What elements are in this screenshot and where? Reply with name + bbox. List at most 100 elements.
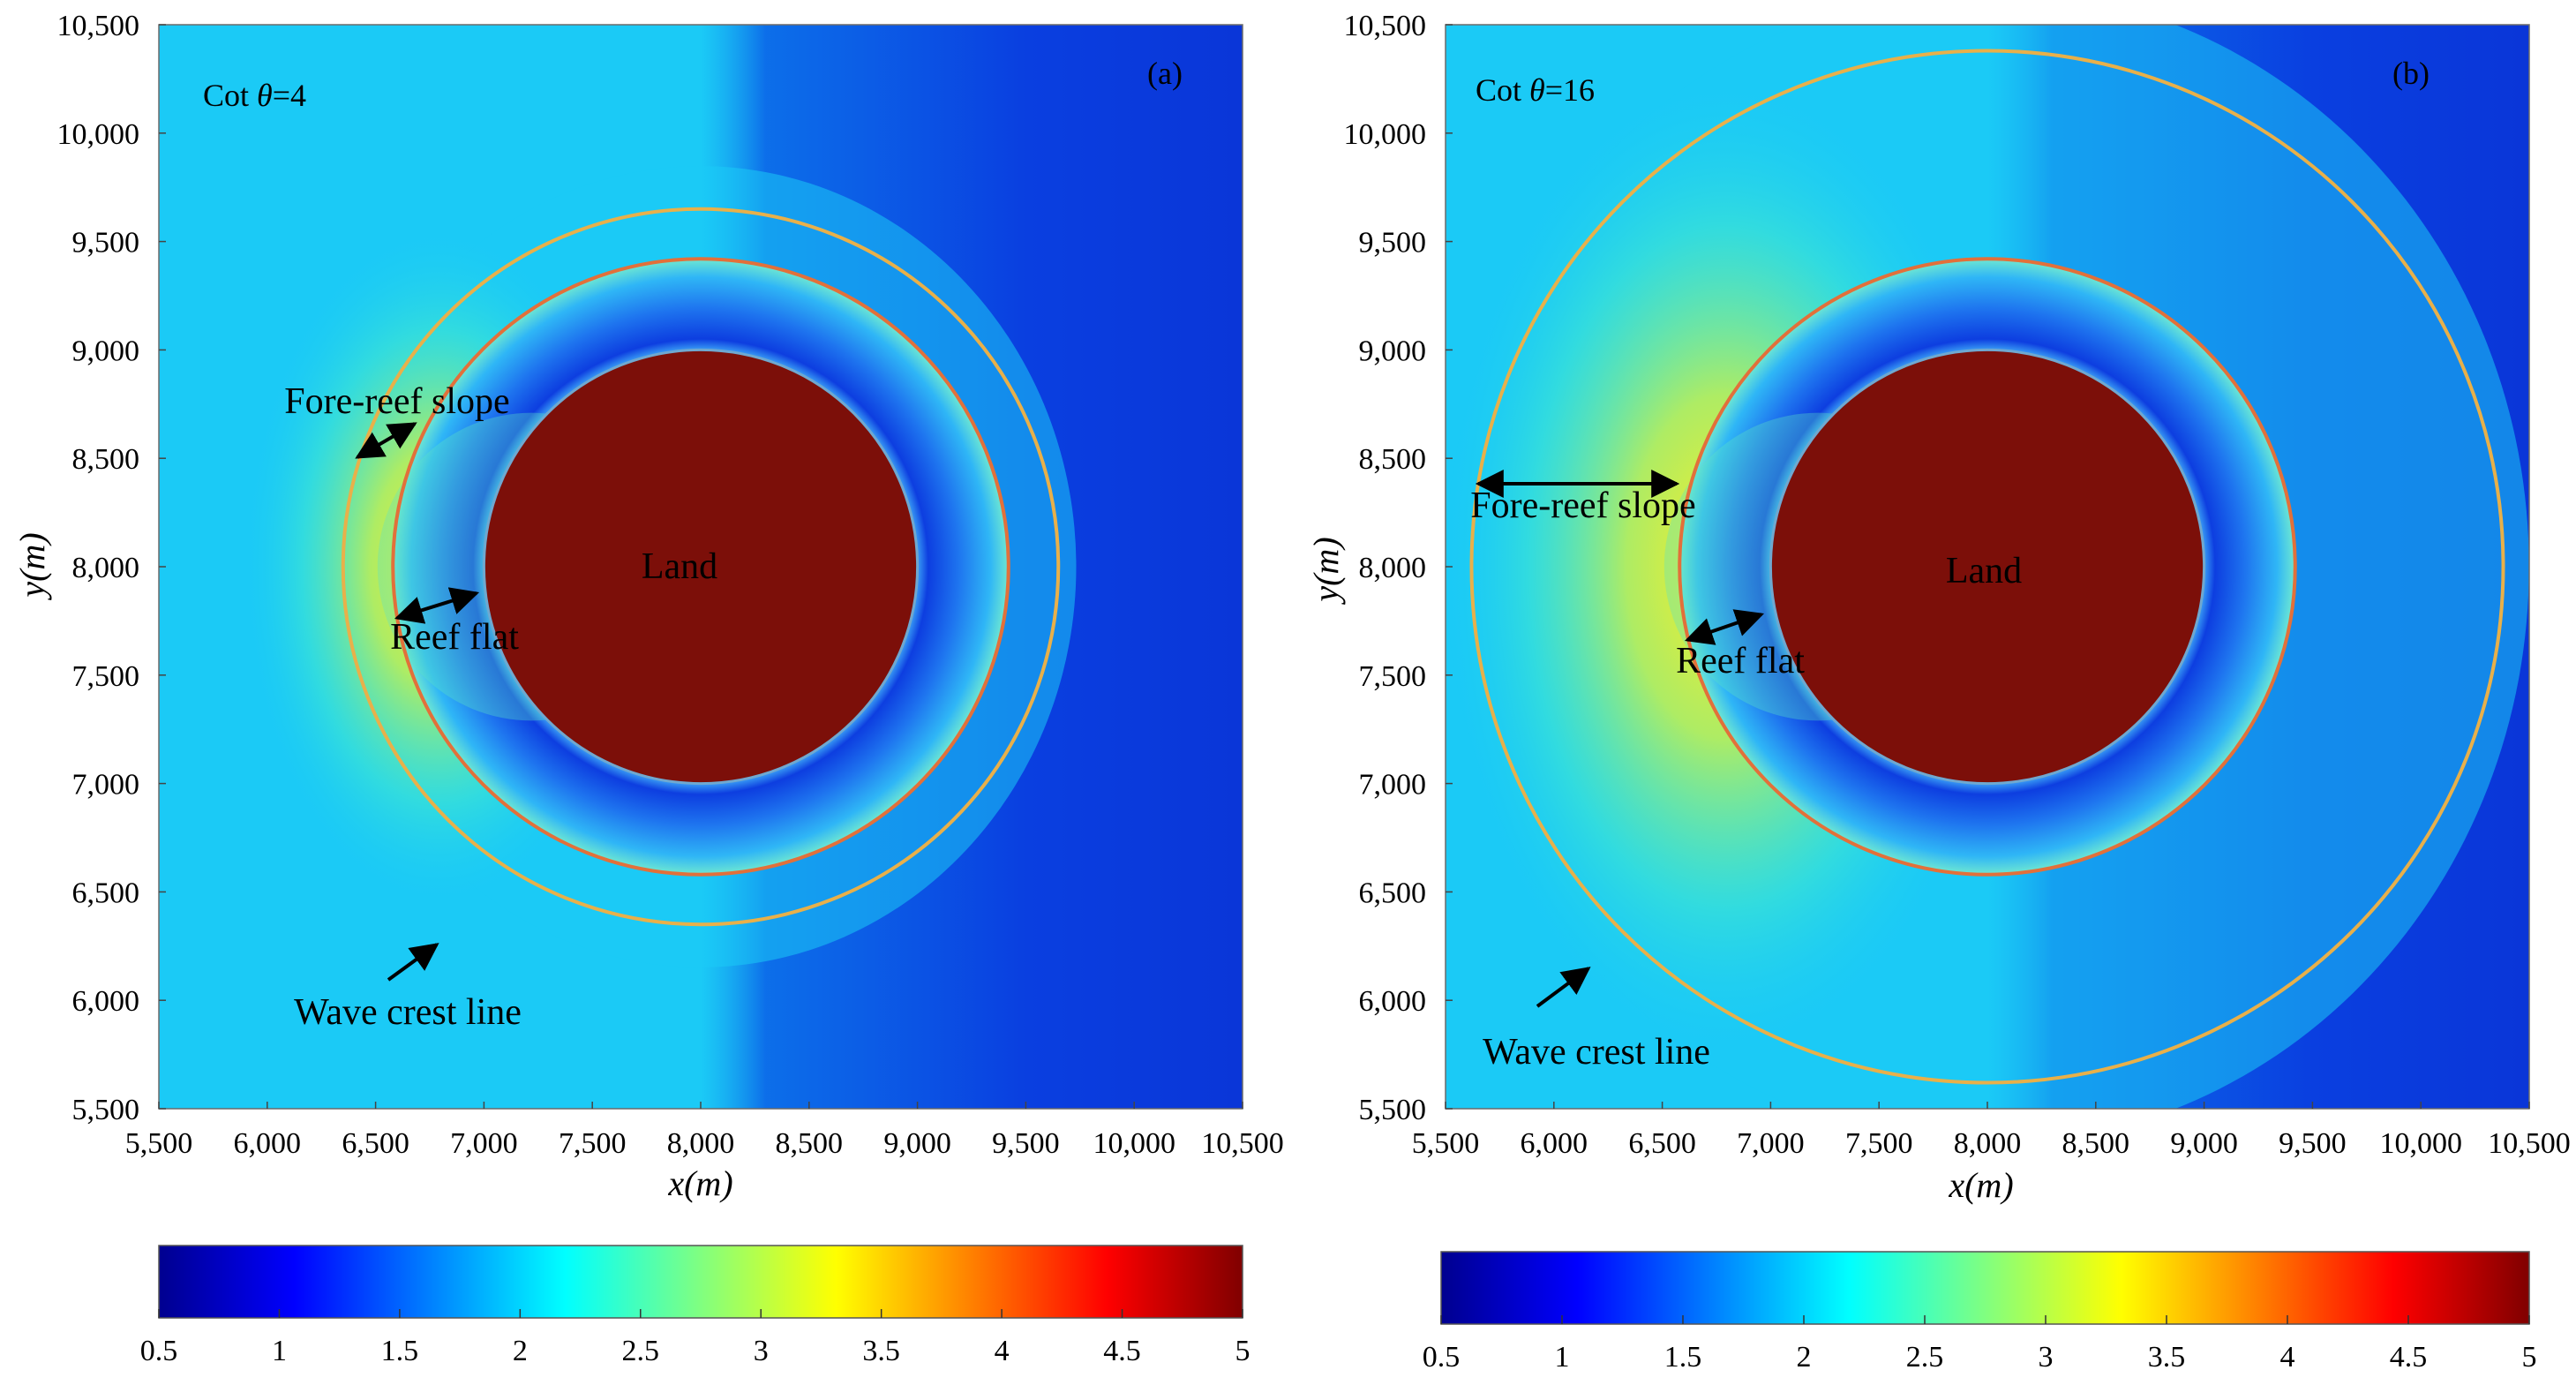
slope-toe-contour (1469, 49, 2505, 1085)
panel-label: (a) (1147, 56, 1183, 91)
x-tick-label: 9,500 (2279, 1127, 2347, 1160)
reef-flat-arrow (394, 587, 480, 624)
x-tick-label: 5,500 (125, 1127, 193, 1160)
cot-prefix: Cot (1476, 72, 1529, 108)
colorbar-tick-label: 1.5 (1664, 1341, 1702, 1374)
reef-flat-arrow (1684, 609, 1765, 645)
fore-reef-slope-arrow (355, 422, 417, 459)
y-tick-label: 6,000 (72, 985, 140, 1018)
colorbar-tick-label: 3.5 (2148, 1341, 2186, 1374)
colorbar-tick-label: 2 (513, 1335, 528, 1367)
slope-toe-contour (341, 207, 1061, 927)
colorbar-tick-label: 1 (272, 1335, 287, 1367)
reef-flat-label: Reef flat (390, 617, 519, 658)
wave-crest-arrow (1536, 967, 1591, 1008)
x-tick-label: 5,500 (1412, 1127, 1480, 1160)
y-tick-label: 7,000 (1359, 769, 1427, 802)
colorbar-tick-label: 4.5 (1103, 1335, 1141, 1367)
colorbar (158, 1245, 1243, 1319)
y-tick-label: 5,500 (1359, 1094, 1427, 1126)
colorbar-tick-label: 4 (2280, 1341, 2295, 1374)
land-disc (1769, 348, 2206, 786)
cot-prefix: Cot (203, 78, 257, 113)
wave-crest-arrow (387, 943, 439, 982)
y-tick-label: 9,500 (72, 227, 140, 260)
cot-value: =16 (1545, 72, 1595, 108)
colorbar-tick-label: 2.5 (622, 1335, 660, 1367)
fore-reef-slope-label: Fore-reef slope (284, 381, 509, 422)
wave-crest-line-label: Wave crest line (1483, 1032, 1710, 1073)
cot-value: =4 (273, 78, 306, 113)
x-tick-label: 6,500 (1628, 1127, 1696, 1160)
x-tick-label: 6,000 (234, 1127, 302, 1160)
x-tick-label: 9,000 (883, 1127, 951, 1160)
x-tick-label: 10,500 (2488, 1127, 2571, 1160)
colorbar-tick-label: 1 (1555, 1341, 1570, 1374)
y-tick-label: 8,000 (72, 552, 140, 584)
colorbar-tick-label: 2 (1797, 1341, 1812, 1374)
y-tick-label: 8,500 (72, 443, 140, 476)
land-label: Land (1946, 551, 2022, 591)
y-tick-label: 7,500 (1359, 660, 1427, 693)
y-tick-label: 8,000 (1359, 552, 1427, 584)
x-axis-title: x(m) (1948, 1165, 2013, 1205)
x-tick-label: 8,000 (1954, 1127, 2022, 1160)
x-tick-label: 8,000 (667, 1127, 735, 1160)
colorbar-tick-label: 5 (2522, 1341, 2537, 1374)
y-tick-label: 6,500 (1359, 877, 1427, 909)
theta-symbol: θ (1529, 72, 1545, 108)
x-tick-label: 6,500 (342, 1127, 409, 1160)
y-tick-label: 9,500 (1359, 227, 1427, 260)
colorbar-tick-label: 5 (1235, 1335, 1250, 1367)
colorbar-tick-label: 2.5 (1906, 1341, 1944, 1374)
colorbar-tick-label: 3 (2039, 1341, 2054, 1374)
x-tick-label: 7,000 (1737, 1127, 1805, 1160)
x-tick-label: 9,500 (992, 1127, 1060, 1160)
panel-a: 5,500 6,000 6,500 7,000 7,500 8,000 8,500 9,000… (12, 10, 1284, 1367)
x-tick-label: 7,000 (450, 1127, 518, 1160)
reef-edge-contour (391, 257, 1010, 877)
y-tick-label: 9,000 (72, 335, 140, 367)
land-disc (482, 348, 920, 786)
reef-flat-label: Reef flat (1676, 641, 1805, 681)
reef-edge-contour (1678, 257, 2297, 877)
y-tick-label: 10,000 (1344, 118, 1427, 151)
colorbar-tick-label: 0.5 (1423, 1341, 1461, 1374)
y-tick-label: 10,000 (57, 118, 140, 151)
colorbar (1440, 1251, 2530, 1325)
theta-symbol: θ (257, 78, 273, 113)
y-tick-label: 7,500 (72, 660, 140, 693)
x-axis-title: x(m) (667, 1163, 732, 1203)
y-tick-label: 6,000 (1359, 985, 1427, 1018)
colorbar-tick-label: 0.5 (140, 1335, 178, 1367)
panel-b: 5,500 6,000 6,500 7,000 7,500 8,000 8,500 9,000… (1306, 10, 2571, 1374)
x-tick-label: 6,000 (1521, 1127, 1588, 1160)
x-tick-label: 7,500 (559, 1127, 627, 1160)
y-tick-label: 10,500 (1344, 10, 1427, 42)
y-tick-label: 7,000 (72, 769, 140, 802)
y-tick-label: 10,500 (57, 10, 140, 42)
x-tick-label: 10,500 (1201, 1127, 1284, 1160)
y-tick-label: 9,000 (1359, 335, 1427, 367)
colorbar-tick-label: 3 (754, 1335, 769, 1367)
cot-theta-label: Cot θ=4 (203, 78, 306, 113)
colorbar-tick-label: 3.5 (862, 1335, 900, 1367)
fore-reef-slope-label: Fore-reef slope (1470, 486, 1695, 526)
panel-label: (b) (2392, 56, 2430, 91)
colorbar-tick-label: 4 (995, 1335, 1010, 1367)
y-tick-label: 8,500 (1359, 443, 1427, 476)
x-tick-label: 10,000 (1093, 1127, 1175, 1160)
x-tick-label: 8,500 (776, 1127, 844, 1160)
wave-height-field (159, 25, 1243, 1109)
colorbar-tick-label: 1.5 (381, 1335, 419, 1367)
y-axis-title: y(m) (12, 532, 52, 600)
cot-theta-label: Cot θ=16 (1476, 72, 1595, 108)
land-label: Land (642, 546, 717, 587)
y-axis-title: y(m) (1306, 537, 1346, 605)
wave-crest-line-label: Wave crest line (294, 992, 522, 1033)
x-tick-label: 8,500 (2062, 1127, 2130, 1160)
colorbar-tick-label: 4.5 (2390, 1341, 2428, 1374)
y-tick-label: 5,500 (72, 1094, 140, 1126)
x-tick-label: 10,000 (2379, 1127, 2462, 1160)
